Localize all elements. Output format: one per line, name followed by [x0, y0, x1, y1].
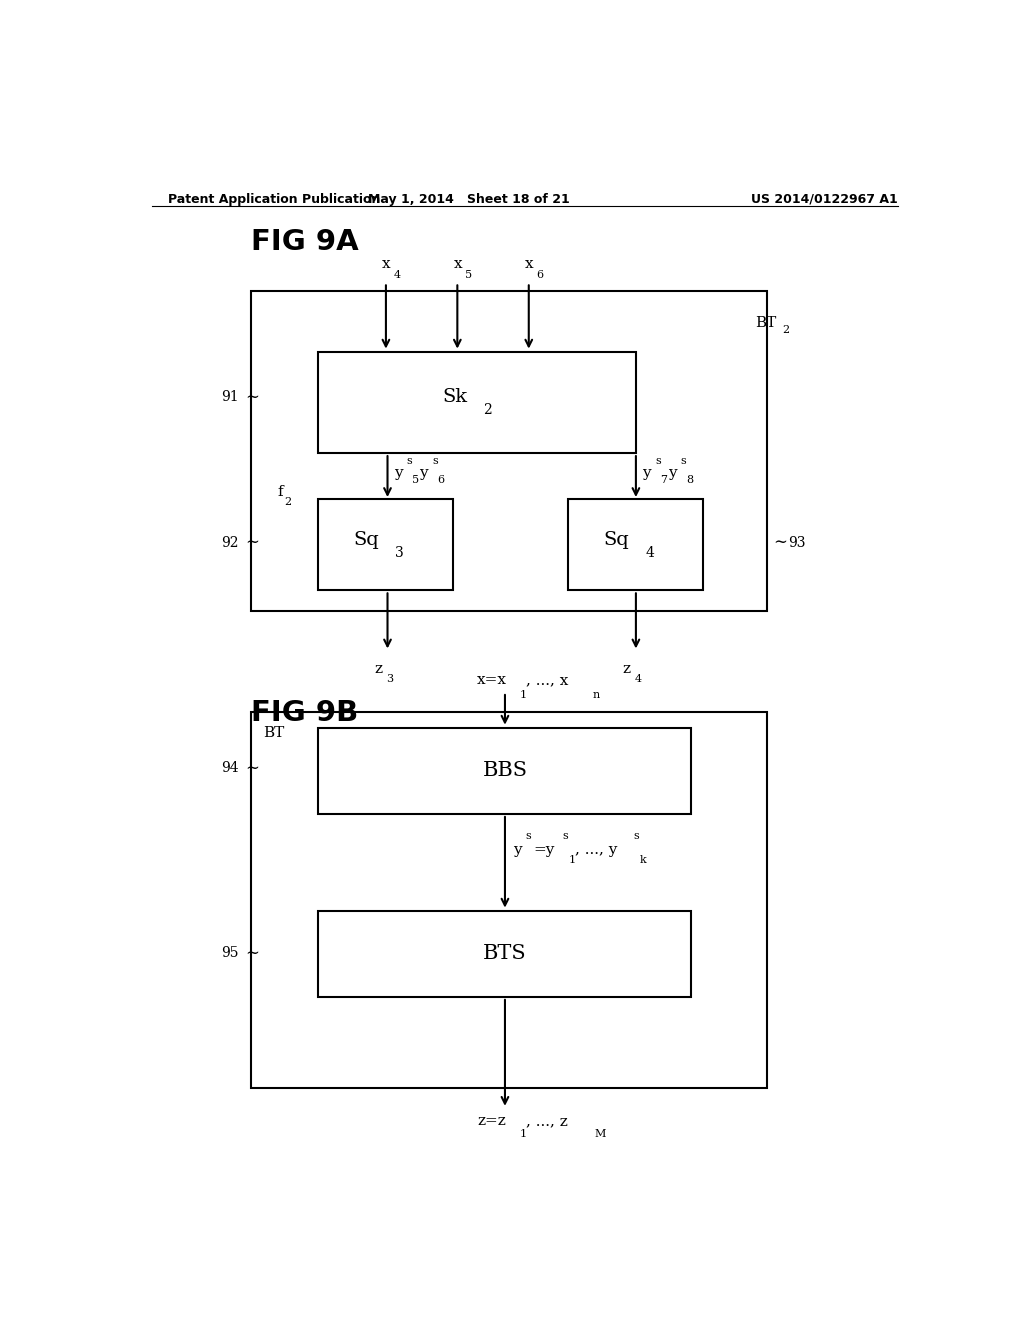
Text: y: y — [668, 466, 676, 480]
Text: BT: BT — [263, 726, 285, 739]
Text: ∼: ∼ — [246, 389, 259, 405]
Text: z: z — [623, 661, 631, 676]
Text: 91: 91 — [221, 391, 239, 404]
Text: , ..., z: , ..., z — [526, 1114, 568, 1127]
Text: s: s — [634, 832, 639, 841]
Text: s: s — [562, 832, 568, 841]
Bar — [318, 911, 691, 997]
Bar — [318, 499, 454, 590]
Text: Patent Application Publication: Patent Application Publication — [168, 193, 380, 206]
Text: 4: 4 — [645, 545, 654, 560]
Text: BT: BT — [755, 315, 776, 330]
Text: 94: 94 — [221, 762, 239, 775]
Text: s: s — [407, 457, 413, 466]
Text: 95: 95 — [221, 946, 239, 960]
Text: z=z: z=z — [477, 1114, 506, 1127]
Text: =y: =y — [534, 842, 555, 857]
Text: z: z — [374, 661, 382, 676]
Text: s: s — [525, 832, 531, 841]
Text: 5: 5 — [412, 475, 419, 484]
Text: 1: 1 — [519, 1129, 526, 1139]
Text: 2: 2 — [285, 496, 292, 507]
Text: ∼: ∼ — [246, 760, 259, 776]
Bar — [318, 351, 636, 453]
Text: 3: 3 — [386, 673, 393, 684]
Text: BTS: BTS — [483, 944, 526, 964]
Text: 2: 2 — [782, 325, 790, 335]
Text: y: y — [419, 466, 428, 480]
Text: x=x: x=x — [477, 673, 507, 686]
Text: 4: 4 — [634, 673, 641, 684]
Bar — [251, 713, 767, 1089]
Text: ∼: ∼ — [773, 535, 787, 550]
Text: 93: 93 — [788, 536, 806, 549]
Text: , ..., y: , ..., y — [574, 842, 617, 857]
Bar — [568, 499, 703, 590]
Text: 1: 1 — [519, 690, 526, 700]
Text: 1: 1 — [568, 855, 575, 865]
Text: Sq: Sq — [604, 531, 630, 549]
Text: May 1, 2014   Sheet 18 of 21: May 1, 2014 Sheet 18 of 21 — [369, 193, 570, 206]
Bar — [251, 290, 767, 611]
Text: 8: 8 — [686, 475, 693, 484]
Text: ∼: ∼ — [246, 535, 259, 550]
Text: x: x — [382, 257, 390, 271]
Text: 6: 6 — [437, 475, 444, 484]
Text: 6: 6 — [537, 271, 544, 280]
Text: n: n — [592, 690, 599, 700]
Text: f: f — [278, 484, 283, 499]
Text: s: s — [432, 457, 437, 466]
Text: x: x — [524, 257, 534, 271]
Text: ∼: ∼ — [246, 945, 259, 962]
Text: FIG 9B: FIG 9B — [251, 700, 358, 727]
Text: y: y — [394, 466, 402, 480]
Text: 7: 7 — [660, 475, 668, 484]
Text: y: y — [642, 466, 651, 480]
Text: x: x — [454, 257, 462, 271]
Text: 92: 92 — [221, 536, 239, 549]
Text: y: y — [513, 842, 521, 857]
Text: Sq: Sq — [354, 531, 380, 549]
Text: s: s — [655, 457, 660, 466]
Text: 4: 4 — [394, 271, 401, 280]
Text: US 2014/0122967 A1: US 2014/0122967 A1 — [751, 193, 898, 206]
Text: Sk: Sk — [442, 388, 468, 407]
Text: M: M — [595, 1129, 606, 1139]
Text: , ..., x: , ..., x — [526, 673, 568, 686]
Bar — [318, 727, 691, 814]
Text: 3: 3 — [395, 545, 404, 560]
Text: s: s — [680, 457, 686, 466]
Text: FIG 9A: FIG 9A — [251, 227, 358, 256]
Text: 5: 5 — [465, 271, 472, 280]
Text: BBS: BBS — [482, 762, 527, 780]
Text: 2: 2 — [483, 404, 493, 417]
Text: k: k — [640, 855, 646, 865]
